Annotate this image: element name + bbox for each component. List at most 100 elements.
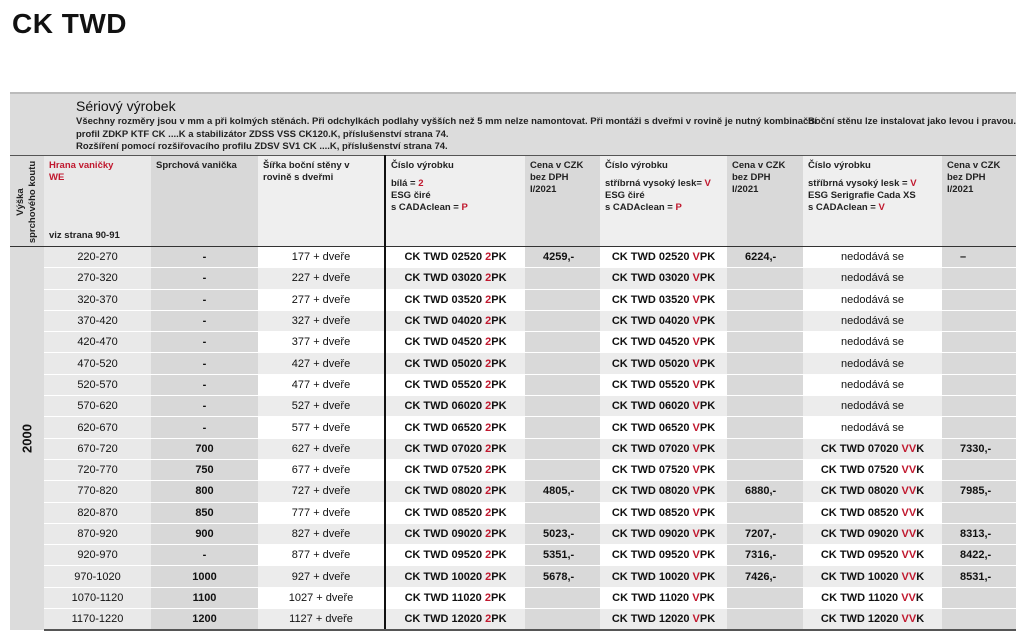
- price: [727, 331, 803, 354]
- table-row: 270-320-227 + dveře CK TWD 03020 2PK CK TW…: [10, 267, 1016, 290]
- tray-size: 1100: [151, 587, 258, 610]
- price: 5678,-: [525, 565, 600, 588]
- price: [942, 459, 1016, 482]
- product-code: CK TWD 07520 VVK: [803, 459, 942, 482]
- tray-size: -: [151, 395, 258, 418]
- header-edge: Hrana vaničky WE viz strana 90-91: [44, 155, 151, 247]
- header-width: Šířka boční stěny v rovině s dveřmi: [258, 155, 385, 247]
- product-code: CK TWD 09020 VVK: [803, 523, 942, 546]
- price: 7330,-: [942, 438, 1016, 460]
- product-code: CK TWD 11020 VVK: [803, 587, 942, 610]
- price: [727, 459, 803, 482]
- edge-range: 1070-1120: [44, 587, 151, 610]
- product-code: CK TWD 06520 VPK: [600, 416, 727, 439]
- price: [525, 587, 600, 610]
- product-code: CK TWD 07520 2PK: [384, 459, 525, 482]
- edge-range: 620-670: [44, 416, 151, 439]
- tray-size: 750: [151, 459, 258, 482]
- edge-range: 570-620: [44, 395, 151, 418]
- tray-size: -: [151, 544, 258, 567]
- side-width: 677 + dveře: [258, 459, 385, 482]
- tray-size: -: [151, 289, 258, 311]
- price: 7985,-: [942, 480, 1016, 503]
- price: [727, 416, 803, 439]
- table-row: 870-920 900 827 + dveře CK TWD 09020 2PK 502…: [10, 523, 1016, 546]
- tray-size: -: [151, 352, 258, 375]
- product-code: CK TWD 03520 VPK: [600, 289, 727, 311]
- product-code: CK TWD 05520 VPK: [600, 374, 727, 397]
- table-row: 470-520-427 + dveře CK TWD 05020 2PK CK TW…: [10, 352, 1016, 375]
- table-row: 520-570-477 + dveře CK TWD 05520 2PK CK TW…: [10, 374, 1016, 397]
- product-code: CK TWD 05020 2PK: [384, 352, 525, 375]
- side-width: 527 + dveře: [258, 395, 385, 418]
- table-row: 670-720 700 627 + dveře CK TWD 07020 2PK CK …: [10, 438, 1016, 460]
- edge-range: 670-720: [44, 438, 151, 460]
- product-code: nedodává se: [803, 310, 942, 333]
- price: [525, 502, 600, 524]
- height-value: 2000: [19, 423, 35, 453]
- price: [942, 289, 1016, 311]
- header-code-serigraphy: Číslo výrobku stříbrná vysoký lesk = V ESG…: [803, 155, 942, 247]
- price: 8313,-: [942, 523, 1016, 546]
- tray-size: -: [151, 310, 258, 333]
- price: 7207,-: [727, 523, 803, 546]
- product-code: CK TWD 12020 VVK: [803, 608, 942, 632]
- product-code: CK TWD 04020 VPK: [600, 310, 727, 333]
- price: [525, 289, 600, 311]
- edge-range: 1170-1220: [44, 608, 151, 632]
- table-row: 2000 220-270-177 + dveře CK TWD 02520 2PK 4…: [10, 246, 1016, 631]
- table-row: 1170-1220 1200 1127 + dveře CK TWD 12020 2P…: [10, 608, 1016, 632]
- price: 8531,-: [942, 565, 1016, 588]
- edge-range: 220-270: [44, 246, 151, 269]
- product-code: CK TWD 07020 2PK: [384, 438, 525, 460]
- price: [727, 352, 803, 375]
- table-row: 420-470-377 + dveře CK TWD 04520 2PK CK TW…: [10, 331, 1016, 354]
- product-code: CK TWD 02520 VPK: [600, 246, 727, 269]
- product-code: CK TWD 11020 VPK: [600, 587, 727, 610]
- product-code: CK TWD 08020 2PK: [384, 480, 525, 503]
- banner-line: Všechny rozměry jsou v mm a při kolmých …: [76, 116, 817, 127]
- product-code: CK TWD 09520 2PK: [384, 544, 525, 567]
- price: [525, 310, 600, 333]
- price: 6880,-: [727, 480, 803, 503]
- side-width: 777 + dveře: [258, 502, 385, 524]
- edge-range: 520-570: [44, 374, 151, 397]
- edge-range: 720-770: [44, 459, 151, 482]
- product-code: CK TWD 09520 VVK: [803, 544, 942, 567]
- product-code: CK TWD 10020 VVK: [803, 565, 942, 588]
- product-code: CK TWD 08520 VVK: [803, 502, 942, 524]
- tray-size: -: [151, 416, 258, 439]
- side-width: 1027 + dveře: [258, 587, 385, 610]
- product-code: CK TWD 08520 VPK: [600, 502, 727, 524]
- table-row: 920-970-877 + dveře CK TWD 09520 2PK 5351,…: [10, 544, 1016, 567]
- tray-size: -: [151, 374, 258, 397]
- tray-size: 700: [151, 438, 258, 460]
- tray-size: -: [151, 331, 258, 354]
- product-code: CK TWD 11020 2PK: [384, 587, 525, 610]
- edge-range: 470-520: [44, 352, 151, 375]
- product-code: nedodává se: [803, 395, 942, 418]
- header-row: Výška sprchového koutu Hrana vaničky WE viz…: [10, 155, 1016, 247]
- header-tray: Sprchová vanička: [151, 155, 258, 247]
- product-code: CK TWD 10020 2PK: [384, 565, 525, 588]
- edge-range: 420-470: [44, 331, 151, 354]
- edge-range: 370-420: [44, 310, 151, 333]
- product-code: CK TWD 05020 VPK: [600, 352, 727, 375]
- product-code: CK TWD 08020 VPK: [600, 480, 727, 503]
- product-code: CK TWD 06020 VPK: [600, 395, 727, 418]
- product-code: CK TWD 04520 2PK: [384, 331, 525, 354]
- product-code: CK TWD 07020 VVK: [803, 438, 942, 460]
- side-width: 327 + dveře: [258, 310, 385, 333]
- tray-size: 1000: [151, 565, 258, 588]
- side-width: 627 + dveře: [258, 438, 385, 460]
- table-row: 620-670-577 + dveře CK TWD 06520 2PK CK TW…: [10, 416, 1016, 439]
- product-code: CK TWD 05520 2PK: [384, 374, 525, 397]
- banner-note: Boční stěnu lze instalovat jako levou i …: [808, 116, 1016, 127]
- product-code: CK TWD 06520 2PK: [384, 416, 525, 439]
- table-row: 720-770 750 677 + dveře CK TWD 07520 2PK CK …: [10, 459, 1016, 482]
- price: [525, 416, 600, 439]
- tray-size: -: [151, 267, 258, 290]
- tray-size: 800: [151, 480, 258, 503]
- product-code: CK TWD 09020 2PK: [384, 523, 525, 546]
- tray-size: 900: [151, 523, 258, 546]
